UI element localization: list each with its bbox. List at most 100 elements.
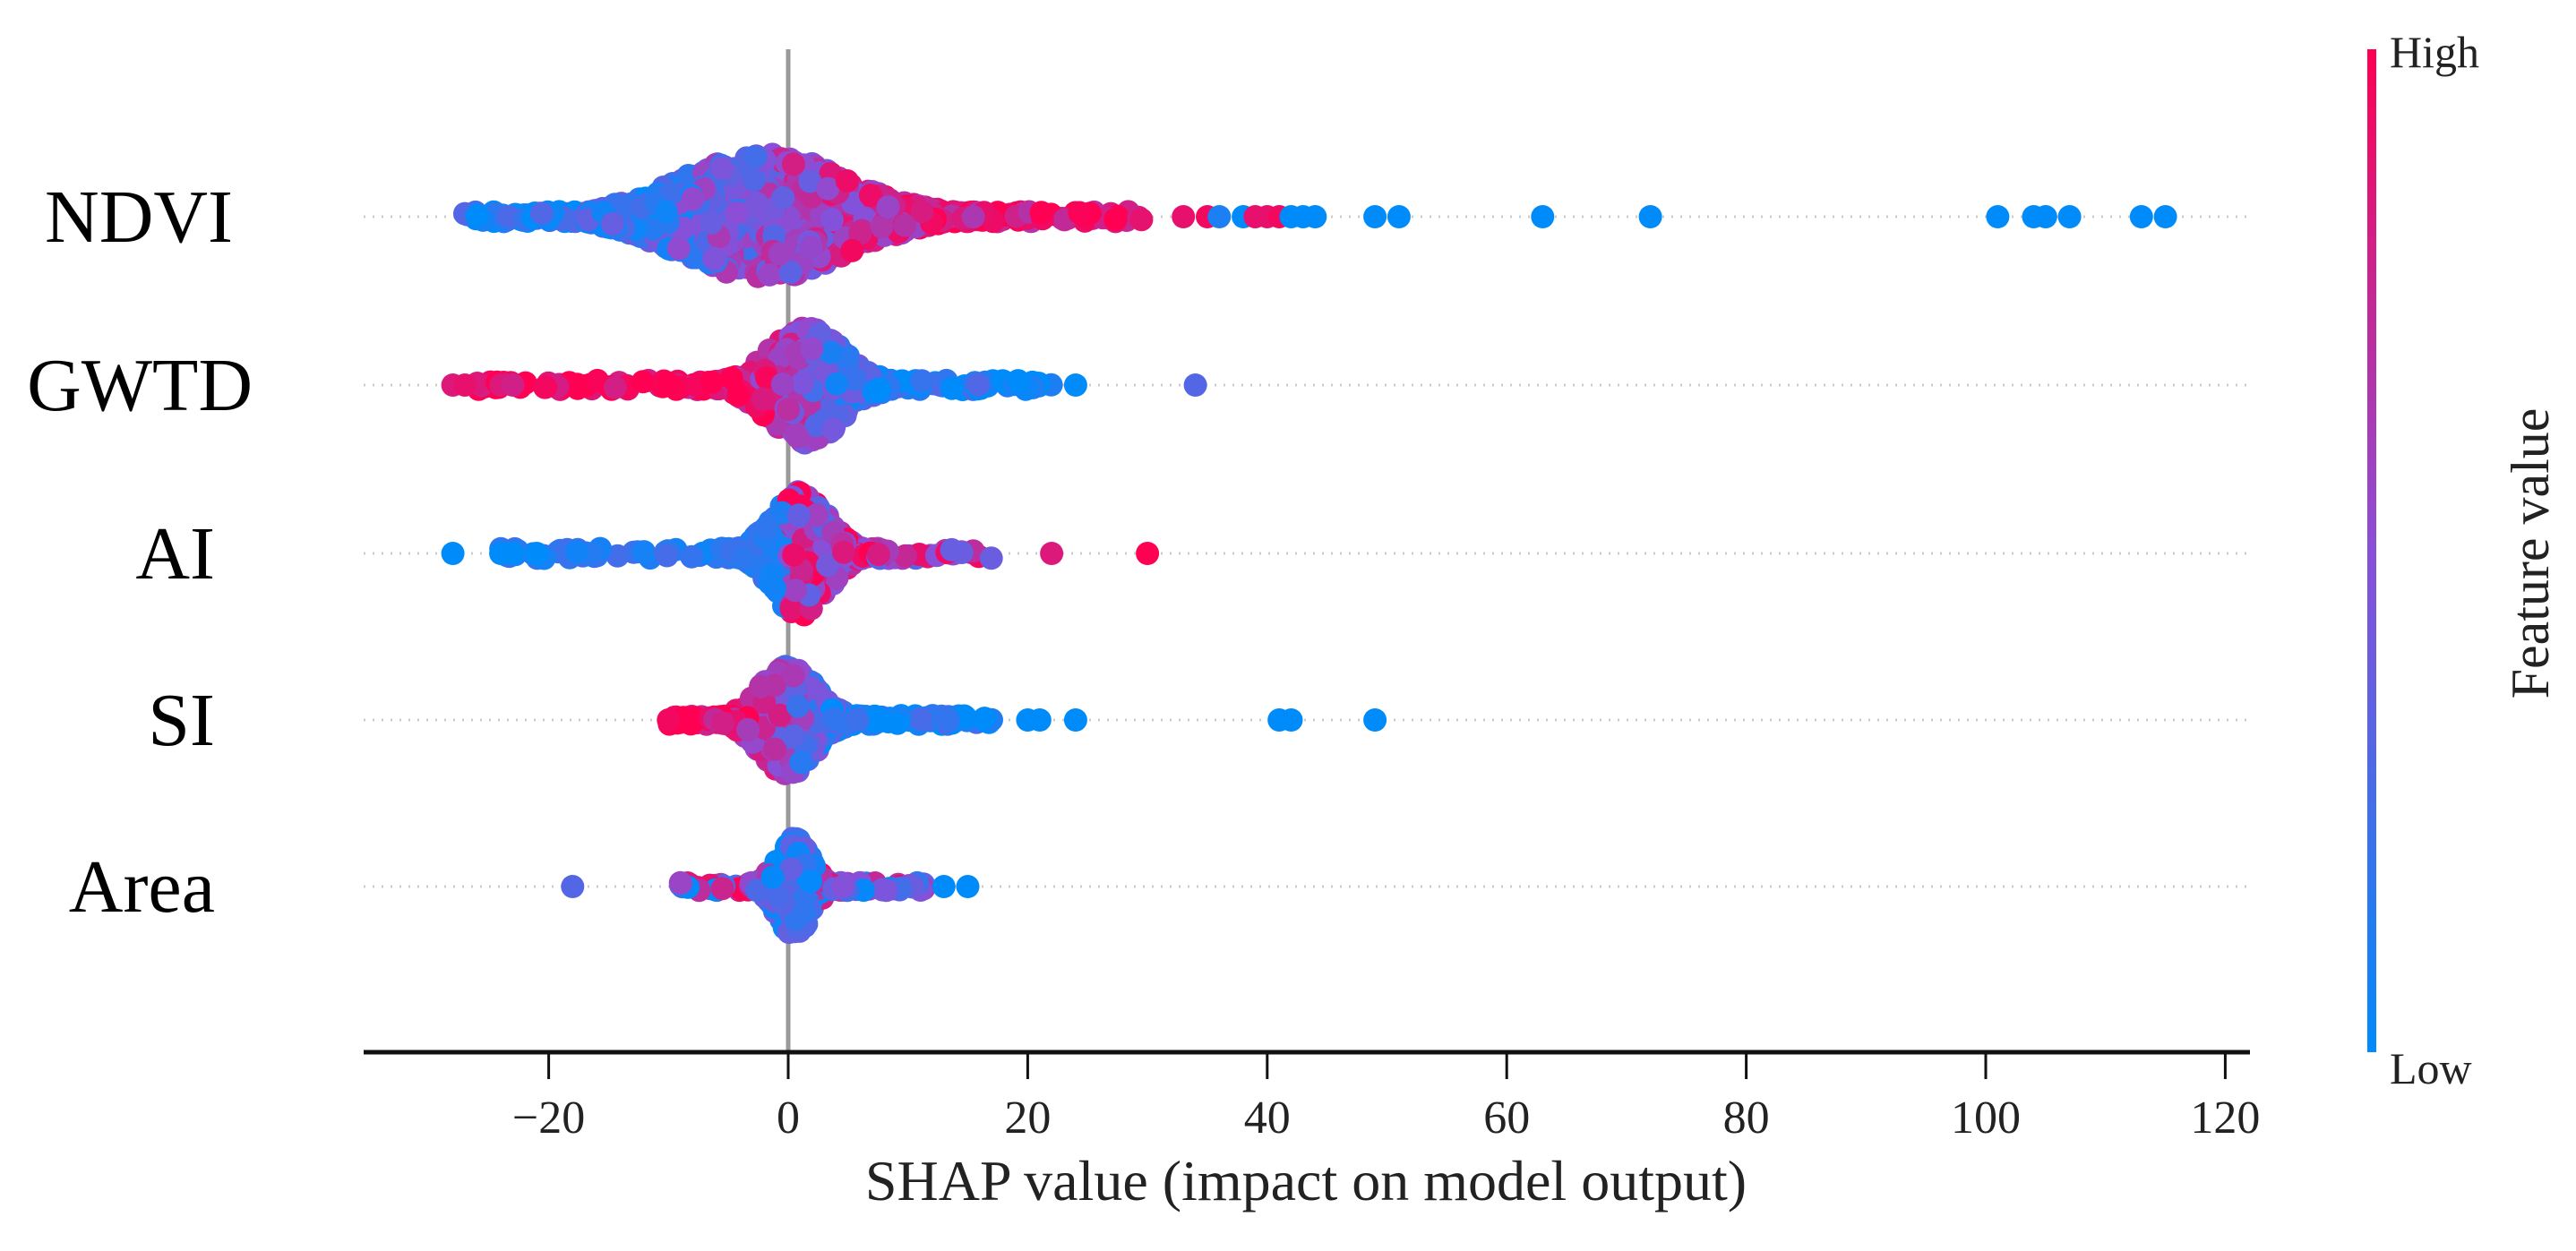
shap-point-ndvi xyxy=(876,195,900,219)
shap-point-ai xyxy=(816,553,839,578)
shap-point-gwtd xyxy=(819,340,843,364)
shap-point-area xyxy=(765,883,789,907)
shap-point-ndvi xyxy=(768,242,792,266)
shap-point-ndvi xyxy=(2057,205,2082,228)
shap-point-ai xyxy=(1136,542,1160,565)
shap-point-ndvi xyxy=(2033,205,2057,228)
shap-point-gwtd xyxy=(1183,373,1207,397)
shap-point-si xyxy=(768,703,792,727)
shap-point-ai xyxy=(631,540,656,564)
shap-point-si xyxy=(1027,708,1052,732)
x-tick-label: 40 xyxy=(1244,1092,1291,1144)
shap-point-ndvi xyxy=(1531,205,1555,228)
shap-point-ai xyxy=(783,578,807,603)
shap-point-ndvi xyxy=(870,215,894,239)
shap-point-ndvi xyxy=(1363,205,1387,228)
x-tick-label: 80 xyxy=(1723,1092,1770,1144)
shap-point-ndvi xyxy=(771,185,795,210)
shap-point-si xyxy=(711,711,735,735)
shap-point-ai xyxy=(893,544,917,568)
shap-point-ndvi xyxy=(1068,201,1092,225)
x-tick-label: 0 xyxy=(777,1092,800,1144)
shap-point-si xyxy=(908,707,932,731)
shap-point-area xyxy=(874,878,898,903)
shap-point-ndvi xyxy=(1986,205,2010,228)
shap-point-ai xyxy=(525,542,549,565)
shap-point-gwtd xyxy=(800,337,824,361)
shap-point-ndvi xyxy=(726,201,750,226)
shap-point-ndvi xyxy=(700,210,724,235)
shap-point-ndvi xyxy=(910,200,934,224)
shap-point-gwtd xyxy=(603,375,627,399)
shap-point-si xyxy=(822,707,846,731)
shap-point-area xyxy=(799,870,822,894)
shap-point-si xyxy=(1279,708,1303,732)
shap-point-ndvi xyxy=(654,200,678,224)
shap-point-ndvi xyxy=(1172,205,1196,228)
shap-point-gwtd xyxy=(821,417,846,441)
shap-point-area xyxy=(710,877,734,901)
x-tick-label: 120 xyxy=(2190,1092,2260,1144)
shap-point-gwtd xyxy=(867,377,891,401)
colorbar-high-label: High xyxy=(2390,27,2479,77)
colorbar-low-label: Low xyxy=(2390,1043,2472,1093)
shap-point-si xyxy=(749,674,773,698)
shap-point-ndvi xyxy=(816,176,840,201)
shap-point-ai xyxy=(979,546,1003,570)
x-tick-label: 20 xyxy=(1004,1092,1051,1144)
shap-point-area xyxy=(852,878,876,903)
colorbar-title: Feature value xyxy=(2501,408,2560,699)
shap-point-ai xyxy=(732,546,755,570)
shap-point-gwtd xyxy=(700,370,724,394)
shap-point-ndvi xyxy=(961,205,985,229)
shap-point-ai xyxy=(680,544,704,569)
shap-point-si xyxy=(1063,708,1087,732)
shap-point-ndvi xyxy=(1029,201,1053,225)
shap-point-si xyxy=(786,694,810,718)
shap-point-ai xyxy=(564,540,588,564)
shap-point-ndvi xyxy=(1638,205,1662,228)
shap-point-gwtd xyxy=(1006,369,1030,393)
shap-point-si xyxy=(763,737,787,761)
shap-point-gwtd xyxy=(631,370,655,394)
shap-point-ndvi xyxy=(799,235,823,259)
x-axis-label: SHAP value (impact on model output) xyxy=(865,1149,1747,1212)
shap-point-gwtd xyxy=(726,383,751,407)
x-ticks: −20 0 20 40 60 80 100 120 xyxy=(512,1052,2260,1144)
shap-point-si xyxy=(1363,708,1387,732)
x-tick-label: −20 xyxy=(512,1092,585,1144)
shap-point-ndvi xyxy=(742,168,766,192)
shap-point-ai xyxy=(866,543,890,567)
shap-point-ndvi xyxy=(2129,205,2153,228)
shap-point-si xyxy=(863,707,886,732)
shap-point-ndvi xyxy=(1103,208,1128,232)
feature-label-ai: AI xyxy=(135,512,215,596)
shap-point-ndvi xyxy=(758,262,782,287)
shap-point-ndvi xyxy=(893,213,917,237)
shap-point-ndvi xyxy=(840,238,864,262)
shap-point-area xyxy=(831,874,855,898)
shap-point-gwtd xyxy=(453,373,477,397)
shap-point-ai xyxy=(804,503,829,527)
shap-point-ndvi xyxy=(2153,205,2177,228)
shap-point-ai xyxy=(940,537,964,561)
shap-point-area xyxy=(956,875,980,898)
shap-point-gwtd xyxy=(751,387,775,411)
shap-point-si xyxy=(781,664,805,688)
shap-point-gwtd xyxy=(501,373,525,397)
shap-point-si xyxy=(973,707,997,731)
colorbar xyxy=(2367,49,2376,1052)
shap-point-ai xyxy=(760,563,784,587)
shap-point-area xyxy=(779,857,803,881)
shap-point-ndvi xyxy=(781,152,805,176)
shap-point-ai xyxy=(754,516,778,539)
shap-point-ndvi xyxy=(798,169,822,193)
feature-label-area: Area xyxy=(69,845,215,929)
shap-point-area xyxy=(668,870,692,895)
shap-point-gwtd xyxy=(1063,373,1087,397)
shap-point-si xyxy=(789,750,813,775)
shap-point-gwtd xyxy=(533,375,557,399)
shap-point-ai xyxy=(501,542,525,565)
feature-label-ndvi: NDVI xyxy=(45,176,233,259)
